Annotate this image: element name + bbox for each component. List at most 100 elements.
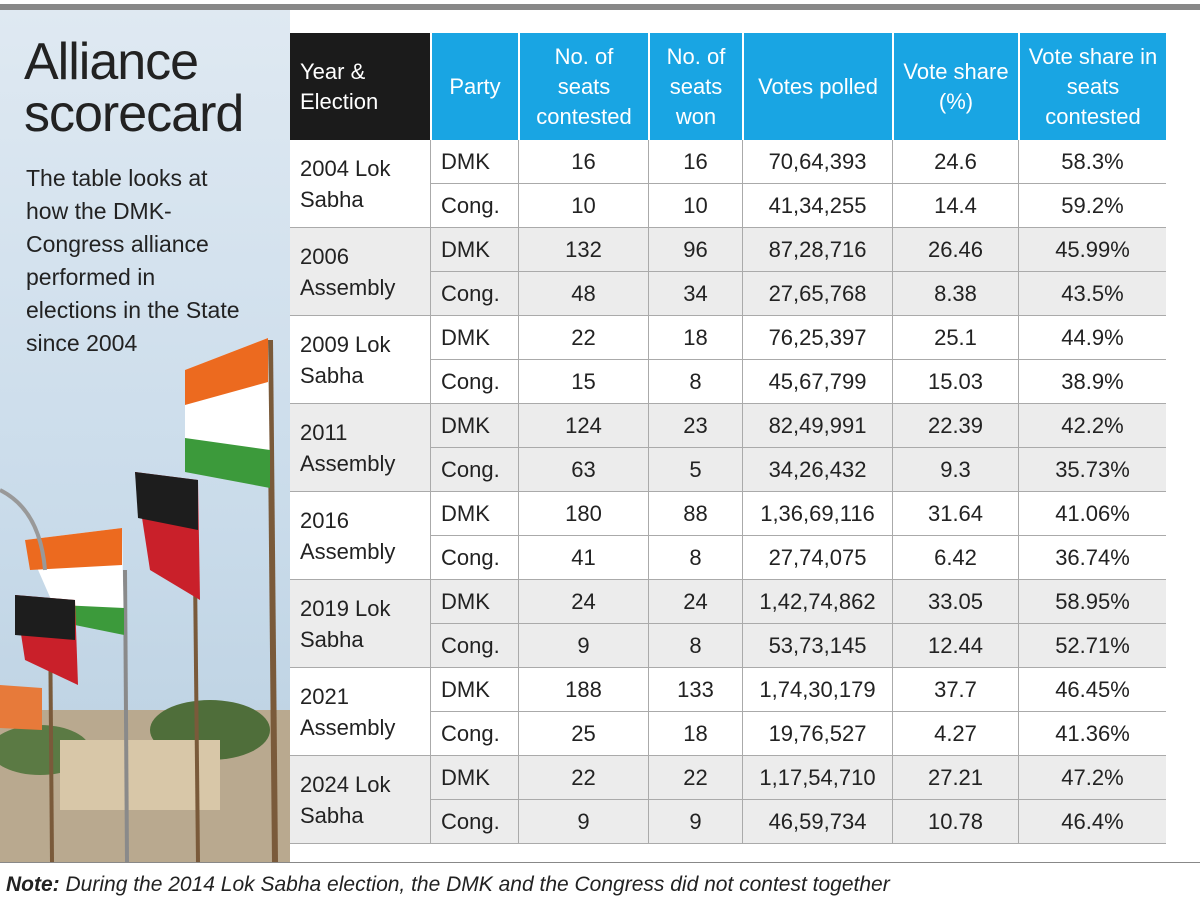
data-cell: 15: [518, 360, 648, 404]
note: Note: During the 2014 Lok Sabha election…: [6, 873, 890, 897]
data-cell: 18: [648, 712, 742, 756]
data-cell: 26.46: [892, 228, 1018, 272]
data-cell: 70,64,393: [742, 140, 892, 184]
data-cell: 124: [518, 404, 648, 448]
data-cell: 53,73,145: [742, 624, 892, 668]
data-cell: 82,49,991: [742, 404, 892, 448]
party-cell: DMK: [430, 404, 518, 448]
data-cell: 27,74,075: [742, 536, 892, 580]
data-cell: 23: [648, 404, 742, 448]
data-cell: 16: [518, 140, 648, 184]
election-cell: 2006 Assembly: [290, 228, 430, 316]
data-cell: 41,34,255: [742, 184, 892, 228]
data-cell: 38.9%: [1018, 360, 1166, 404]
data-cell: 59.2%: [1018, 184, 1166, 228]
data-cell: 1,74,30,179: [742, 668, 892, 712]
data-cell: 9.3: [892, 448, 1018, 492]
description: The table looks at how the DMK-Congress …: [26, 165, 240, 356]
election-cell: 2019 Lok Sabha: [290, 580, 430, 668]
data-cell: 52.71%: [1018, 624, 1166, 668]
data-cell: 24.6: [892, 140, 1018, 184]
data-cell: 34: [648, 272, 742, 316]
party-cell: Cong.: [430, 272, 518, 316]
data-cell: 33.05: [892, 580, 1018, 624]
data-cell: 76,25,397: [742, 316, 892, 360]
data-cell: 10: [648, 184, 742, 228]
data-cell: 12.44: [892, 624, 1018, 668]
data-cell: 1,17,54,710: [742, 756, 892, 800]
data-cell: 10.78: [892, 800, 1018, 844]
data-cell: 19,76,527: [742, 712, 892, 756]
data-cell: 31.64: [892, 492, 1018, 536]
data-cell: 58.3%: [1018, 140, 1166, 184]
data-cell: 22.39: [892, 404, 1018, 448]
data-cell: 37.7: [892, 668, 1018, 712]
data-cell: 22: [518, 756, 648, 800]
data-cell: 133: [648, 668, 742, 712]
header-cell: Party: [430, 33, 518, 140]
party-cell: DMK: [430, 580, 518, 624]
data-cell: 4.27: [892, 712, 1018, 756]
data-cell: 27,65,768: [742, 272, 892, 316]
party-cell: Cong.: [430, 360, 518, 404]
data-cell: 180: [518, 492, 648, 536]
data-cell: 25.1: [892, 316, 1018, 360]
election-cell: 2024 Lok Sabha: [290, 756, 430, 844]
election-cell: 2009 Lok Sabha: [290, 316, 430, 404]
data-cell: 15.03: [892, 360, 1018, 404]
data-cell: 27.21: [892, 756, 1018, 800]
party-cell: DMK: [430, 140, 518, 184]
data-cell: 46,59,734: [742, 800, 892, 844]
election-cell: 2021 Assembly: [290, 668, 430, 756]
data-cell: 43.5%: [1018, 272, 1166, 316]
data-cell: 63: [518, 448, 648, 492]
data-cell: 58.95%: [1018, 580, 1166, 624]
data-cell: 1,42,74,862: [742, 580, 892, 624]
data-cell: 132: [518, 228, 648, 272]
party-cell: Cong.: [430, 448, 518, 492]
data-cell: 14.4: [892, 184, 1018, 228]
data-cell: 24: [518, 580, 648, 624]
data-cell: 5: [648, 448, 742, 492]
title: Alliance scorecard: [24, 33, 244, 143]
data-cell: 18: [648, 316, 742, 360]
bottom-rule: [0, 862, 1200, 863]
data-cell: 41.06%: [1018, 492, 1166, 536]
election-cell: 2016 Assembly: [290, 492, 430, 580]
data-cell: 25: [518, 712, 648, 756]
data-cell: 9: [648, 800, 742, 844]
header-cell: No. of seats contested: [518, 33, 648, 140]
side-panel: Alliance scorecard The table looks at ho…: [0, 10, 290, 862]
header-cell: Vote share (%): [892, 33, 1018, 140]
data-cell: 35.73%: [1018, 448, 1166, 492]
data-cell: 46.45%: [1018, 668, 1166, 712]
data-cell: 8: [648, 360, 742, 404]
header-cell: No. of seats won: [648, 33, 742, 140]
party-cell: DMK: [430, 668, 518, 712]
data-cell: 22: [518, 316, 648, 360]
party-cell: Cong.: [430, 184, 518, 228]
header-cell: Year & Election: [290, 33, 430, 140]
data-cell: 47.2%: [1018, 756, 1166, 800]
data-cell: 87,28,716: [742, 228, 892, 272]
party-cell: DMK: [430, 316, 518, 360]
party-cell: Cong.: [430, 536, 518, 580]
data-cell: 42.2%: [1018, 404, 1166, 448]
party-cell: DMK: [430, 492, 518, 536]
flags-photo: [0, 338, 290, 862]
election-cell: 2004 Lok Sabha: [290, 140, 430, 228]
data-cell: 36.74%: [1018, 536, 1166, 580]
data-cell: 45,67,799: [742, 360, 892, 404]
data-cell: 8.38: [892, 272, 1018, 316]
party-cell: DMK: [430, 228, 518, 272]
data-cell: 41: [518, 536, 648, 580]
data-cell: 188: [518, 668, 648, 712]
data-cell: 8: [648, 624, 742, 668]
election-cell: 2011 Assembly: [290, 404, 430, 492]
party-cell: Cong.: [430, 712, 518, 756]
party-cell: Cong.: [430, 624, 518, 668]
party-cell: Cong.: [430, 800, 518, 844]
data-cell: 48: [518, 272, 648, 316]
data-cell: 88: [648, 492, 742, 536]
